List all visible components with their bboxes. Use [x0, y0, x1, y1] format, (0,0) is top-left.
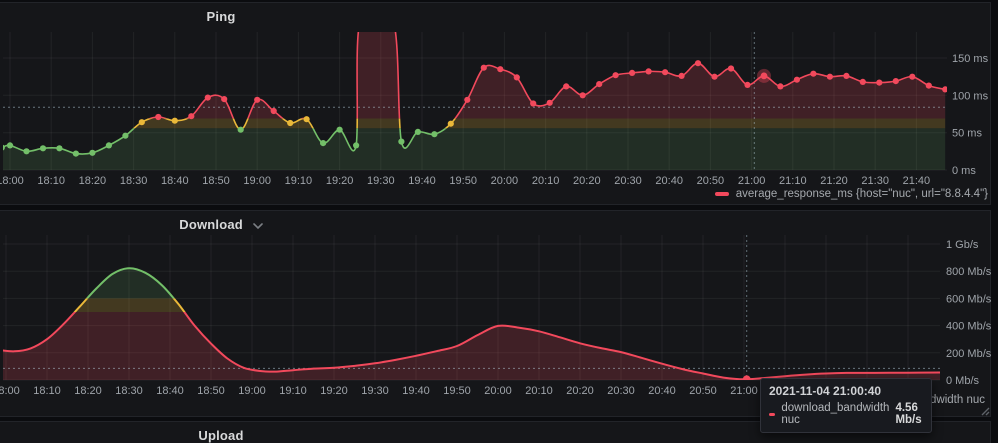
ping-legend[interactable]: average_response_ms {host="nuc", url="8.…: [714, 188, 988, 200]
panel-upload-title[interactable]: Upload: [0, 428, 451, 443]
chevron-down-icon: [252, 218, 263, 233]
svg-text:20:40: 20:40: [648, 385, 676, 397]
svg-text:50 ms: 50 ms: [952, 128, 982, 140]
svg-text:20:40: 20:40: [655, 175, 683, 187]
svg-text:18:20: 18:20: [74, 385, 102, 397]
svg-text:400 Mb/s: 400 Mb/s: [946, 321, 992, 333]
svg-text:20:10: 20:10: [532, 175, 560, 187]
svg-text:20:30: 20:30: [607, 385, 635, 397]
svg-text:18:30: 18:30: [115, 385, 143, 397]
svg-text:20:00: 20:00: [491, 175, 519, 187]
svg-text:0 ms: 0 ms: [952, 165, 976, 177]
svg-text:21:00: 21:00: [730, 385, 758, 397]
chart-tooltip: 2021-11-04 21:00:40 download_bandwidth n…: [760, 378, 932, 433]
svg-text:19:40: 19:40: [402, 385, 430, 397]
svg-text:20:20: 20:20: [573, 175, 601, 187]
tooltip-timestamp: 2021-11-04 21:00:40: [769, 384, 882, 398]
svg-text:19:10: 19:10: [285, 175, 313, 187]
svg-text:21:20: 21:20: [820, 175, 848, 187]
svg-text:100 ms: 100 ms: [952, 90, 989, 102]
svg-text:18:20: 18:20: [79, 175, 107, 187]
panel-upload-title-text: Upload: [198, 428, 244, 443]
svg-text:19:30: 19:30: [361, 385, 389, 397]
svg-text:19:20: 19:20: [326, 175, 354, 187]
svg-text:21:30: 21:30: [861, 175, 889, 187]
svg-text:18:00: 18:00: [0, 175, 24, 187]
panel-resize-handle[interactable]: [979, 403, 990, 416]
panel-ping: Ping: [0, 2, 991, 205]
panel-upload: Upload: [0, 421, 991, 443]
svg-text:18:10: 18:10: [33, 385, 61, 397]
svg-text:150 ms: 150 ms: [952, 53, 989, 65]
svg-text:20:50: 20:50: [697, 175, 725, 187]
tooltip-series-value: 4.56 Mb/s: [895, 402, 922, 426]
svg-text:20:50: 20:50: [689, 385, 717, 397]
svg-text:21:40: 21:40: [903, 175, 931, 187]
svg-text:19:40: 19:40: [408, 175, 436, 187]
series-color-marker: [714, 192, 729, 196]
svg-text:18:50: 18:50: [197, 385, 225, 397]
svg-text:800 Mb/s: 800 Mb/s: [946, 266, 992, 278]
svg-text:19:20: 19:20: [320, 385, 348, 397]
svg-text:1 Gb/s: 1 Gb/s: [946, 239, 979, 251]
svg-text:18:30: 18:30: [120, 175, 148, 187]
panel-download-title[interactable]: Download: [0, 217, 451, 233]
series-color-marker: [769, 412, 776, 416]
svg-text:18:40: 18:40: [161, 175, 189, 187]
svg-text:20:20: 20:20: [566, 385, 594, 397]
svg-text:19:00: 19:00: [243, 175, 271, 187]
svg-text:20:00: 20:00: [484, 385, 512, 397]
ping-legend-label: average_response_ms {host="nuc", url="8.…: [735, 188, 988, 200]
svg-text:19:10: 19:10: [279, 385, 307, 397]
svg-text:18:40: 18:40: [156, 385, 184, 397]
tooltip-series-name: download_bandwidth nuc: [781, 402, 890, 426]
svg-text:200 Mb/s: 200 Mb/s: [946, 348, 992, 360]
svg-text:19:50: 19:50: [443, 385, 471, 397]
svg-text:20:10: 20:10: [525, 385, 553, 397]
svg-text:21:00: 21:00: [738, 175, 766, 187]
ping-chart[interactable]: 18:00 18:10 18:20 18:30 18:40 18:50 19:00 19:10…: [0, 2, 998, 205]
svg-text:18:10: 18:10: [37, 175, 65, 187]
svg-text:0 Mb/s: 0 Mb/s: [946, 375, 980, 387]
svg-text:18:00: 18:00: [0, 385, 20, 397]
svg-text:20:30: 20:30: [614, 175, 642, 187]
svg-text:600 Mb/s: 600 Mb/s: [946, 293, 992, 305]
svg-text:19:30: 19:30: [367, 175, 395, 187]
svg-text:18:50: 18:50: [202, 175, 230, 187]
svg-text:19:00: 19:00: [238, 385, 266, 397]
svg-text:19:50: 19:50: [449, 175, 477, 187]
panel-ping-title[interactable]: Ping: [0, 9, 451, 24]
panel-download-title-text: Download: [179, 217, 243, 232]
panel-ping-title-text: Ping: [206, 9, 236, 24]
svg-text:21:10: 21:10: [779, 175, 807, 187]
